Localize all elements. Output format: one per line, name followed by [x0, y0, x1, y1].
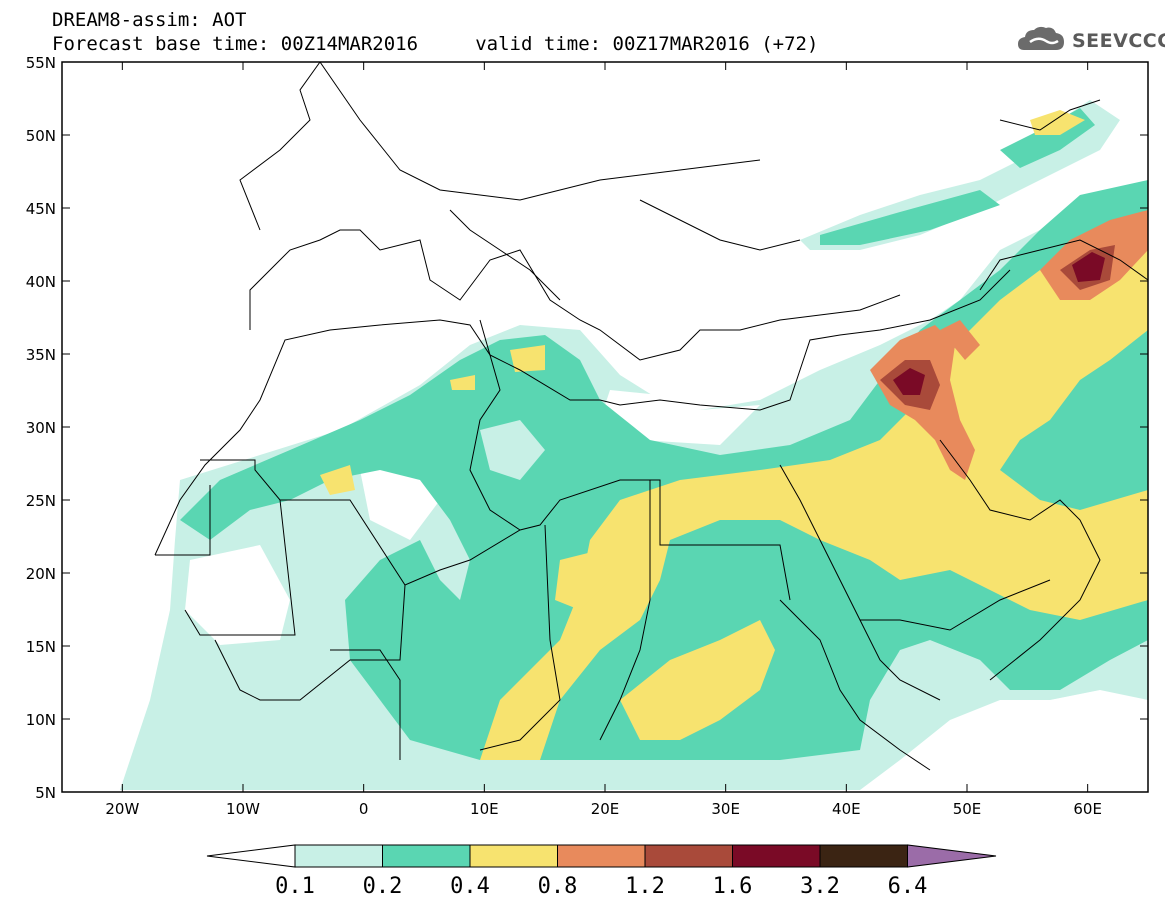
colorbar-label: 0.1	[275, 874, 315, 899]
colorbar-segment	[644, 844, 733, 868]
colorbar-low-arrow	[206, 844, 296, 868]
colorbar-label: 1.2	[625, 874, 665, 899]
colorbar-segment	[557, 844, 646, 868]
colorbar-segment	[382, 844, 471, 868]
forecast-time-subtitle: Forecast base time: 00Z14MAR2016 valid t…	[52, 33, 819, 55]
colorbar-label: 0.2	[363, 874, 403, 899]
latitude-ticks: 55N 50N 45N 40N 35N 30N 25N 20N 15N 10N 5N	[26, 54, 1148, 802]
colorbar-segment	[469, 844, 558, 868]
lat-tick-label: 45N	[26, 200, 56, 218]
longitude-ticks: 20W 10W 0 10E 20E 30E 40E 50E 60E	[105, 62, 1102, 818]
lat-tick-label: 55N	[26, 54, 56, 72]
colorbar-label: 0.4	[450, 874, 490, 899]
map-title: DREAM8-assim: AOT	[52, 9, 247, 31]
lat-tick-label: 5N	[35, 784, 56, 802]
colorbar-segment	[819, 844, 908, 868]
lon-tick-label: 10W	[226, 800, 260, 818]
colorbar-label: 6.4	[888, 874, 928, 899]
lat-tick-label: 20N	[26, 565, 56, 583]
colorbar-segment	[732, 844, 821, 868]
lat-tick-label: 25N	[26, 492, 56, 510]
lat-tick-label: 35N	[26, 346, 56, 364]
colorbar-label: 1.6	[713, 874, 753, 899]
lat-tick-label: 50N	[26, 127, 56, 145]
lon-tick-label: 10E	[470, 800, 499, 818]
lon-tick-label: 30E	[711, 800, 740, 818]
lon-tick-label: 0	[359, 800, 369, 818]
colorbar: 0.1 0.2 0.4 0.8 1.2 1.6 3.2 6.4	[206, 844, 997, 899]
colorbar-label: 3.2	[800, 874, 840, 899]
lon-tick-label: 20W	[105, 800, 139, 818]
lon-tick-label: 60E	[1073, 800, 1102, 818]
colorbar-segment	[294, 844, 383, 868]
aot-field	[120, 62, 1148, 790]
seevccc-logo: SEEVCCC	[1072, 30, 1165, 52]
lon-tick-label: 40E	[832, 800, 861, 818]
lon-tick-label: 20E	[591, 800, 620, 818]
lon-tick-label: 50E	[953, 800, 982, 818]
lat-tick-label: 10N	[26, 711, 56, 729]
lat-tick-label: 15N	[26, 638, 56, 656]
lat-tick-label: 30N	[26, 419, 56, 437]
lat-tick-label: 40N	[26, 273, 56, 291]
colorbar-high-arrow	[907, 844, 997, 868]
colorbar-label: 0.8	[538, 874, 578, 899]
cloud-icon	[1018, 26, 1064, 50]
